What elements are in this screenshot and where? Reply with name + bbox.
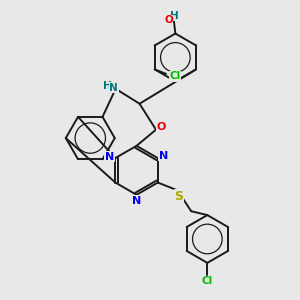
- Text: Cl: Cl: [169, 71, 181, 81]
- Text: N: N: [105, 152, 114, 162]
- Text: N: N: [132, 196, 141, 206]
- Text: N: N: [110, 82, 118, 93]
- Text: O: O: [157, 122, 166, 132]
- Text: Cl: Cl: [202, 276, 213, 286]
- Text: N: N: [158, 151, 168, 161]
- Text: H: H: [169, 11, 178, 21]
- Text: S: S: [175, 190, 184, 203]
- Text: H: H: [103, 81, 112, 91]
- Text: O: O: [164, 15, 173, 26]
